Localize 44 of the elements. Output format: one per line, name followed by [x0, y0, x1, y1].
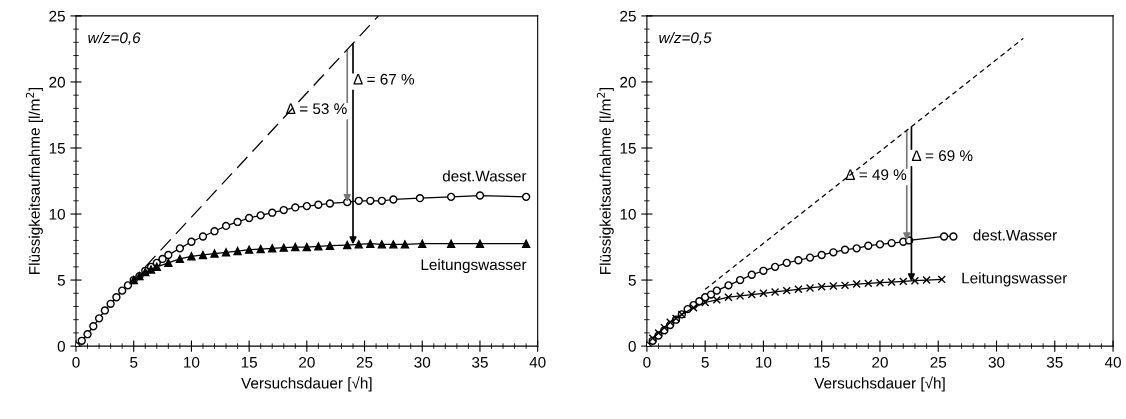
annotation: w/z=0,5	[659, 31, 712, 45]
x-tick-label: 10	[756, 356, 772, 368]
x-tick-label: 10	[184, 356, 200, 368]
x-tick-label: 25	[930, 356, 947, 368]
y-tick-label: 20	[49, 76, 65, 88]
x-tick-label: 0	[72, 356, 80, 368]
x-axis-title: Versuchsdauer [√h]	[241, 376, 372, 392]
x-tick-label: 35	[1046, 356, 1063, 368]
y-axis-title: Flüssigkeitsaufnahme [l/m$^{2}$]	[25, 88, 43, 274]
x-axis-title: Versuchsdauer [√h]	[814, 376, 945, 392]
y-axis-title: Flüssigkeitsaufnahme [l/m$^{2}$]	[596, 88, 614, 274]
annotation: Δ = 67 %	[353, 73, 415, 85]
y-tick-label: 25	[49, 10, 65, 22]
annotation: w/z=0,6	[88, 31, 141, 45]
series-label: Leitungswasser	[962, 272, 1068, 287]
y-tick-label: 0	[57, 340, 65, 352]
x-tick-label: 20	[872, 356, 888, 368]
series-label: Leitungswasser	[421, 258, 527, 274]
y-tick-label: 15	[620, 143, 636, 154]
annotation: Δ = 49 %	[845, 169, 907, 181]
x-tick-label: 5	[701, 357, 709, 368]
x-tick-label: 30	[988, 356, 1005, 368]
y-tick-label: 20	[620, 76, 636, 88]
x-tick-label: 20	[299, 356, 315, 368]
series-label: dest.Wasser	[973, 229, 1057, 241]
x-tick-label: 35	[472, 356, 488, 368]
y-tick-label: 15	[49, 143, 65, 154]
y-tick-label: 0	[628, 340, 636, 352]
x-tick-label: 0	[643, 356, 651, 368]
y-tick-label: 25	[620, 10, 636, 22]
x-tick-label: 25	[356, 356, 373, 368]
x-tick-label: 5	[130, 357, 138, 368]
x-tick-label: 30	[414, 356, 431, 368]
annotation: Δ = 53 %	[286, 103, 347, 115]
y-tick-label: 10	[49, 208, 65, 220]
annotation: Δ = 69 %	[911, 150, 973, 162]
y-tick-label: 5	[57, 275, 65, 286]
x-tick-label: 15	[241, 357, 257, 368]
y-tick-label: 5	[628, 275, 636, 286]
series-label: dest.Wasser	[442, 170, 527, 182]
y-tick-label: 10	[620, 208, 636, 220]
x-tick-label: 40	[1104, 356, 1121, 368]
x-tick-label: 15	[814, 357, 830, 368]
x-tick-label: 40	[529, 356, 546, 368]
